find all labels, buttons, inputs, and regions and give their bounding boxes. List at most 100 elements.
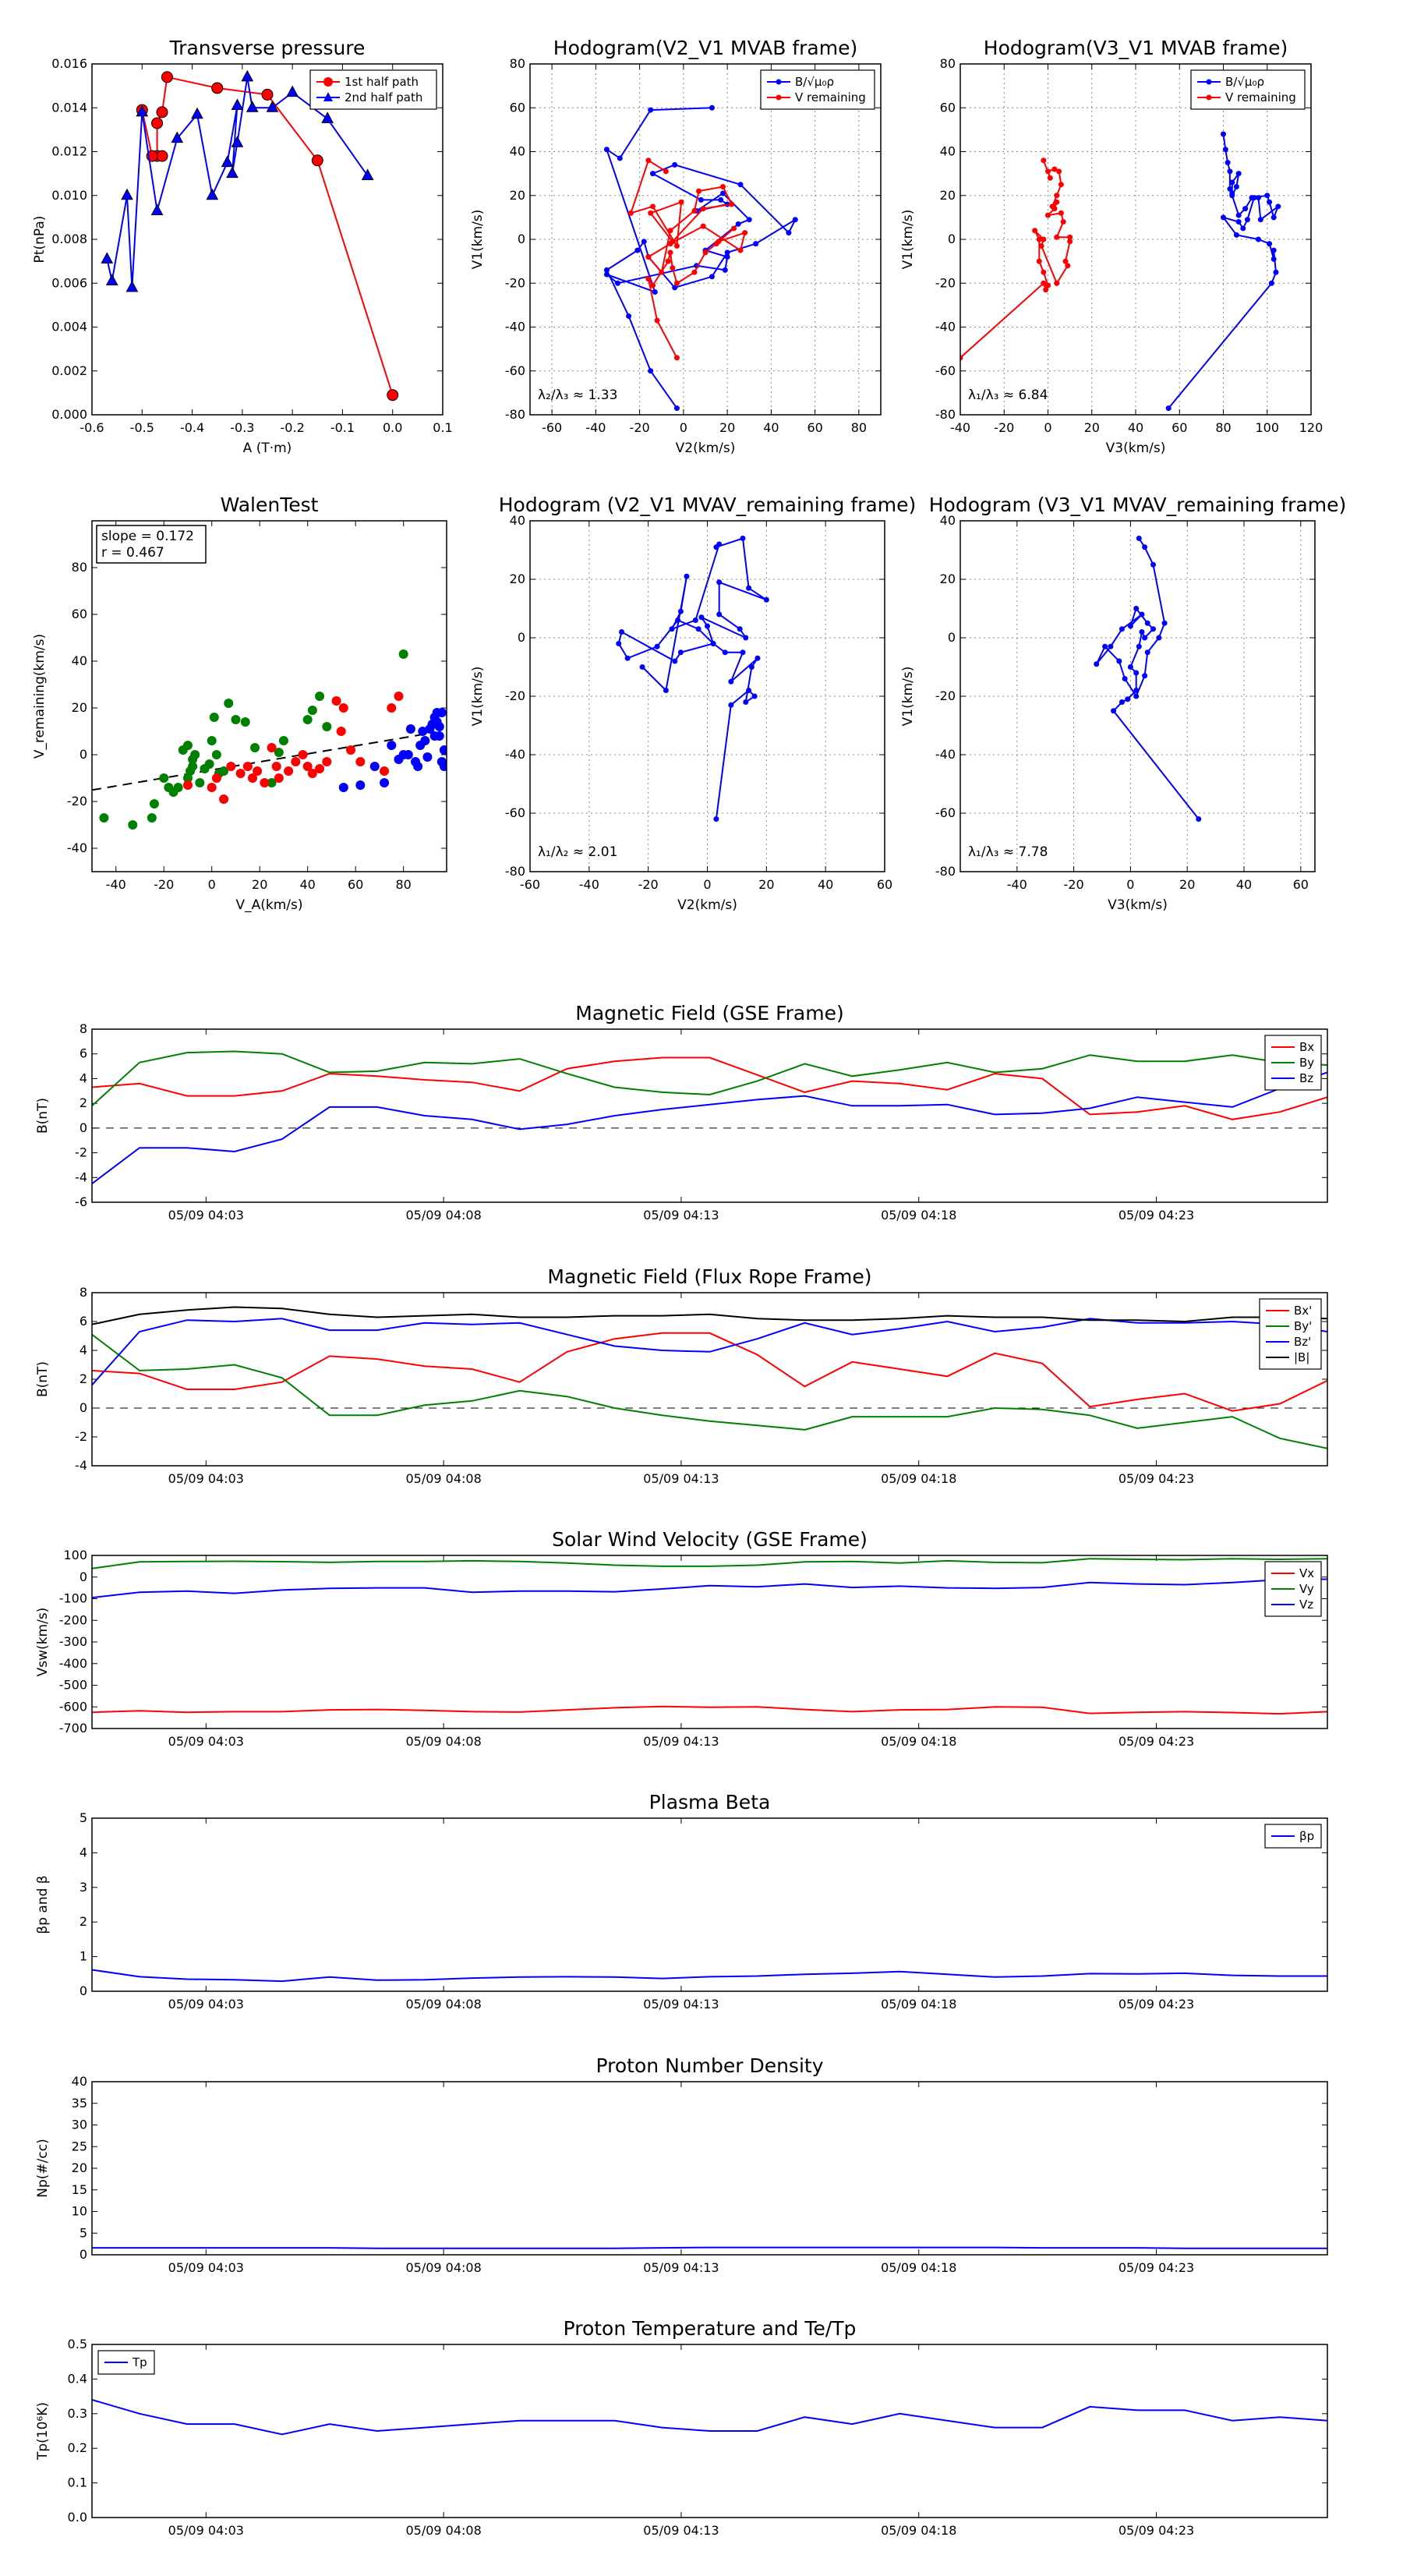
y-tick-label: 3 [80, 1880, 87, 1895]
data-point [737, 247, 744, 253]
data-point [731, 225, 737, 232]
x-tick-label: 0 [208, 877, 216, 892]
data-point [716, 239, 722, 245]
data-point [667, 228, 673, 234]
series-0 [1094, 536, 1202, 822]
x-tick-label: 80 [1215, 420, 1231, 435]
scatter-point [267, 743, 277, 752]
data-point [1133, 688, 1140, 693]
x-tick-label: 05/09 04:18 [881, 2523, 956, 2538]
plot-area [101, 69, 399, 402]
legend-frame [760, 69, 875, 110]
scatter-point [242, 762, 253, 771]
scatter-point [338, 703, 348, 713]
data-point [663, 168, 669, 175]
x-tick-label: 0.1 [433, 420, 452, 435]
y-tick-label: 40 [510, 144, 525, 159]
x-tick-label: 60 [807, 420, 822, 435]
series-line [92, 2246, 1327, 2249]
data-point [1045, 168, 1051, 175]
y-tick-label: 2 [80, 1095, 87, 1110]
scatter-point [250, 743, 260, 752]
scatter-point [219, 766, 229, 776]
data-point [672, 285, 678, 291]
legend-marker [776, 94, 782, 101]
data-point [1165, 405, 1172, 412]
y-tick-label: 0.0 [68, 2510, 87, 2525]
plot-frame [91, 2344, 1328, 2518]
chart-walen-test: WalenTest -40 -20 0 20 40 60 80 -40 -20 0 20 40 60 80 V… [32, 494, 447, 913]
scatter-point [380, 766, 390, 776]
data-point [1244, 217, 1250, 223]
y-axis-label: V1(km/s) [900, 210, 916, 270]
data-point [191, 107, 203, 119]
plot-area [616, 536, 769, 822]
data-point [1270, 214, 1277, 221]
stats-box-frame [96, 525, 207, 564]
scatter-point [434, 722, 444, 731]
plot-area [603, 104, 798, 412]
series-vz [92, 1578, 1327, 1599]
data-point [231, 136, 244, 147]
scatter-point [195, 778, 205, 787]
series-0 [616, 536, 769, 822]
data-point [1136, 536, 1142, 541]
legend-label: Bz' [1294, 1335, 1311, 1349]
y-tick-label: 25 [72, 2139, 87, 2153]
x-tick-label: 05/09 04:18 [881, 2260, 956, 2275]
legend: Bx'By' Bz'|B| [1259, 1298, 1322, 1370]
data-point [696, 188, 702, 194]
data-point [1144, 620, 1150, 626]
x-tick-label: -40 [950, 420, 970, 435]
data-point [735, 221, 741, 227]
x-tick-label: -40 [106, 877, 126, 892]
y-tick-label: 60 [940, 100, 956, 115]
series-b- [603, 104, 798, 412]
data-point [698, 614, 705, 621]
data-point [121, 188, 133, 200]
data-point [652, 289, 658, 295]
y-tick-label: 8 [80, 1021, 87, 1036]
data-point [361, 168, 374, 180]
data-point [1043, 287, 1049, 293]
y-tick-label: 0.012 [51, 144, 87, 159]
y-tick-label: -20 [935, 275, 956, 290]
series-v-remaining [960, 157, 1073, 361]
data-point [724, 254, 730, 260]
chart-solar-wind-velocity: Solar Wind Velocity (GSE Frame) -700 -600 -… [35, 1528, 1328, 1749]
x-tick-label: 05/09 04:03 [168, 1208, 244, 1223]
y-tick-label: 0.4 [68, 2371, 87, 2386]
y-tick-label: 5 [80, 1810, 87, 1825]
data-point [753, 241, 759, 247]
data-point [1127, 623, 1133, 629]
x-tick-label: -0.3 [230, 420, 254, 435]
chart-proton-temperature: Proton Temperature and Te/Tp 0.0 0.1 0.2 0.3… [35, 2317, 1328, 2538]
scatter-point [231, 715, 241, 724]
data-point [751, 693, 758, 699]
data-point [1161, 620, 1168, 626]
scatter-point [207, 736, 217, 745]
chart-title: Magnetic Field (Flux Rope Frame) [547, 1265, 871, 1288]
scatter-point [369, 762, 380, 771]
y-tick-label: 100 [63, 1548, 87, 1562]
data-point [755, 655, 761, 661]
data-point [1256, 195, 1261, 201]
data-point [639, 664, 645, 670]
chart-title: Hodogram (V3_V1 MVAV_remaining frame) [929, 494, 1347, 516]
data-point [702, 249, 709, 256]
data-point [722, 649, 728, 656]
series--p [92, 1969, 1327, 1983]
data-point [692, 617, 698, 623]
x-tick-label: 05/09 04:13 [643, 2260, 719, 2275]
data-point [1229, 190, 1235, 196]
x-tick-label: 20 [758, 877, 774, 892]
data-point [286, 85, 299, 97]
data-point [1119, 699, 1125, 705]
y-tick-label: -100 [59, 1591, 87, 1606]
data-point [645, 157, 652, 164]
data-point [763, 596, 769, 603]
plot-frame [959, 63, 1312, 416]
scatter-point [188, 762, 198, 771]
scatter-point [394, 692, 404, 701]
